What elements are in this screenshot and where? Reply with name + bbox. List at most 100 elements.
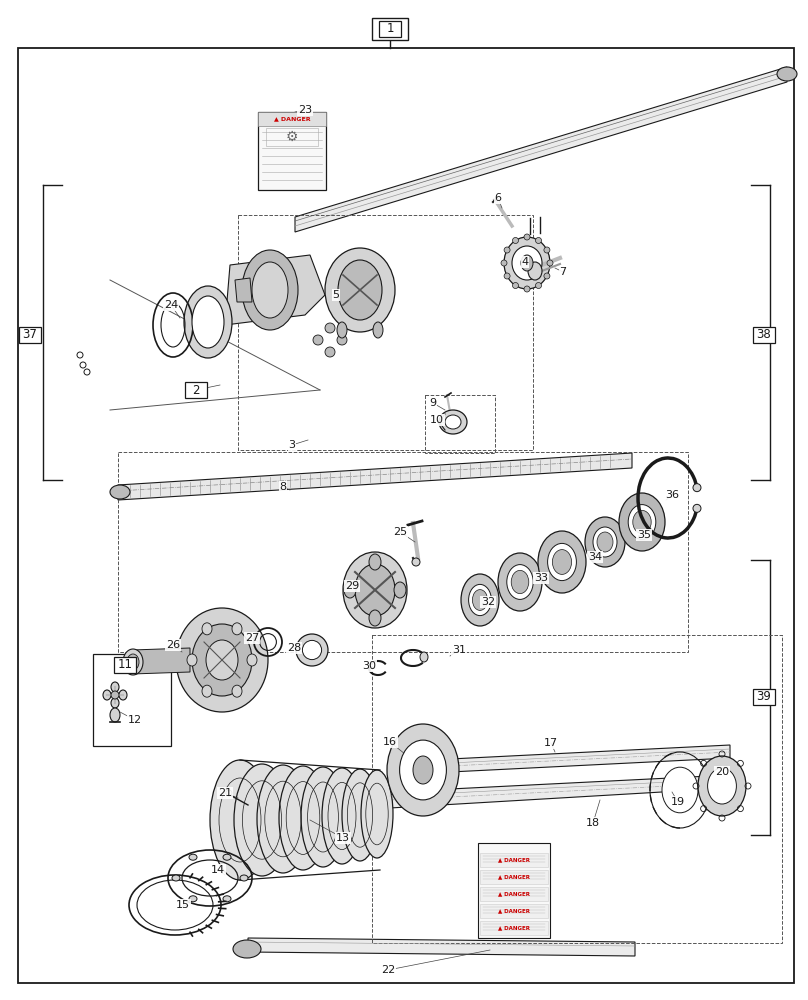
Ellipse shape — [387, 724, 459, 816]
Ellipse shape — [544, 247, 550, 253]
Ellipse shape — [420, 652, 428, 662]
Ellipse shape — [777, 67, 797, 81]
Ellipse shape — [662, 767, 698, 813]
Ellipse shape — [528, 262, 542, 280]
Ellipse shape — [412, 558, 420, 566]
Ellipse shape — [344, 582, 356, 598]
Ellipse shape — [189, 896, 197, 902]
Text: ⚙: ⚙ — [286, 130, 298, 144]
Bar — [19, 327, 41, 343]
Ellipse shape — [325, 323, 335, 333]
Text: 30: 30 — [362, 661, 376, 671]
Ellipse shape — [369, 554, 381, 570]
Ellipse shape — [232, 623, 242, 635]
Text: 33: 33 — [534, 573, 548, 583]
Ellipse shape — [512, 283, 519, 289]
Text: 20: 20 — [715, 767, 729, 777]
Ellipse shape — [547, 260, 553, 266]
Polygon shape — [248, 938, 635, 956]
Bar — [753, 327, 775, 343]
Text: 18: 18 — [586, 818, 600, 828]
Ellipse shape — [210, 760, 270, 880]
Text: 24: 24 — [164, 300, 178, 310]
Ellipse shape — [504, 247, 510, 253]
Bar — [118, 452, 688, 652]
Ellipse shape — [619, 493, 665, 551]
Text: ▲ DANGER: ▲ DANGER — [498, 892, 530, 896]
Ellipse shape — [698, 756, 746, 816]
Text: ▲ DANGER: ▲ DANGER — [498, 857, 530, 862]
Ellipse shape — [192, 624, 252, 696]
Text: 3: 3 — [288, 440, 296, 450]
Text: 32: 32 — [481, 597, 495, 607]
Ellipse shape — [119, 690, 127, 700]
Ellipse shape — [187, 654, 197, 666]
Bar — [372, 635, 782, 943]
Ellipse shape — [111, 682, 119, 692]
Ellipse shape — [597, 532, 613, 552]
Bar — [753, 689, 775, 705]
Ellipse shape — [184, 286, 232, 358]
Bar — [238, 215, 533, 450]
Text: 34: 34 — [588, 552, 602, 562]
Bar — [480, 870, 548, 884]
Ellipse shape — [400, 740, 446, 800]
Ellipse shape — [202, 685, 212, 697]
Ellipse shape — [127, 654, 139, 670]
Text: 10: 10 — [430, 415, 444, 425]
Ellipse shape — [369, 610, 381, 626]
Ellipse shape — [202, 623, 212, 635]
Ellipse shape — [110, 485, 130, 499]
Ellipse shape — [111, 698, 119, 708]
Bar — [480, 887, 548, 901]
Ellipse shape — [469, 584, 491, 616]
Ellipse shape — [325, 347, 335, 357]
Bar — [480, 921, 548, 935]
Text: 37: 37 — [23, 328, 37, 342]
Ellipse shape — [524, 234, 530, 240]
Ellipse shape — [226, 790, 232, 796]
Ellipse shape — [507, 565, 533, 599]
Ellipse shape — [511, 570, 528, 594]
Polygon shape — [295, 67, 787, 232]
Ellipse shape — [473, 590, 487, 610]
Ellipse shape — [279, 766, 327, 870]
Ellipse shape — [693, 504, 701, 512]
Text: ▲ DANGER: ▲ DANGER — [274, 116, 310, 121]
Ellipse shape — [355, 564, 395, 616]
Polygon shape — [118, 453, 632, 500]
Text: 16: 16 — [383, 737, 397, 747]
Text: 36: 36 — [665, 490, 679, 500]
Polygon shape — [235, 278, 252, 302]
Ellipse shape — [110, 708, 120, 722]
Text: 9: 9 — [429, 398, 436, 408]
Text: 11: 11 — [117, 658, 133, 672]
Polygon shape — [225, 255, 325, 325]
Ellipse shape — [172, 875, 180, 881]
Ellipse shape — [342, 769, 378, 861]
Ellipse shape — [252, 262, 288, 318]
Bar — [266, 128, 318, 146]
Polygon shape — [390, 775, 730, 808]
Ellipse shape — [111, 691, 119, 699]
Ellipse shape — [301, 767, 345, 867]
Ellipse shape — [373, 322, 383, 338]
Text: 12: 12 — [128, 715, 142, 725]
Bar — [258, 112, 326, 126]
Text: 1: 1 — [386, 22, 393, 35]
Ellipse shape — [103, 690, 111, 700]
Ellipse shape — [337, 322, 347, 338]
Ellipse shape — [536, 283, 541, 289]
Ellipse shape — [439, 410, 467, 434]
Ellipse shape — [361, 770, 393, 858]
Ellipse shape — [322, 768, 362, 864]
Ellipse shape — [223, 896, 231, 902]
Ellipse shape — [343, 552, 407, 628]
Text: 8: 8 — [280, 482, 287, 492]
Ellipse shape — [189, 854, 197, 860]
Ellipse shape — [234, 764, 290, 876]
Text: 1: 1 — [386, 22, 394, 35]
Bar — [379, 21, 401, 37]
Text: 35: 35 — [637, 530, 651, 540]
Ellipse shape — [498, 553, 542, 611]
